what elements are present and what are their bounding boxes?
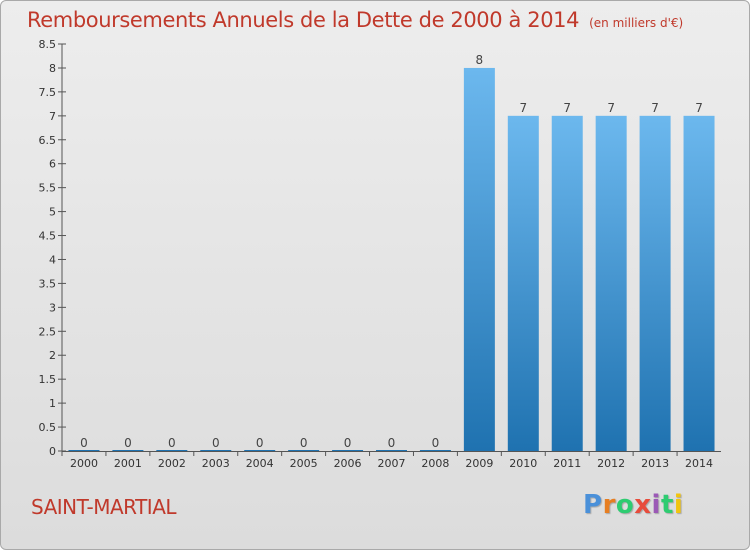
y-tick-label: 8 xyxy=(49,62,56,75)
data-label: 0 xyxy=(344,436,352,450)
x-tick-label: 2012 xyxy=(597,457,625,470)
bar xyxy=(639,115,671,451)
data-label: 7 xyxy=(695,101,703,115)
bar xyxy=(463,67,495,452)
y-tick-label: 4 xyxy=(49,253,56,266)
logo-letter: i xyxy=(651,490,661,520)
chart-title: Remboursements Annuels de la Dette de 20… xyxy=(27,8,683,32)
y-tick-label: 5.5 xyxy=(39,182,57,195)
x-tick-label: 2004 xyxy=(246,457,274,470)
y-tick-label: 0 xyxy=(49,445,56,458)
data-label: 7 xyxy=(519,101,527,115)
y-tick-label: 2 xyxy=(49,349,56,362)
x-tick-label: 2014 xyxy=(685,457,713,470)
bar xyxy=(507,115,539,451)
y-tick-label: 6.5 xyxy=(39,134,57,147)
y-tick-label: 1.5 xyxy=(39,373,57,386)
data-label: 7 xyxy=(607,101,615,115)
logo-letter: t xyxy=(660,490,674,520)
data-label: 8 xyxy=(476,53,484,67)
data-label: 0 xyxy=(80,436,88,450)
x-tick-label: 2013 xyxy=(641,457,669,470)
y-tick-label: 7 xyxy=(49,110,56,123)
x-tick-label: 2005 xyxy=(290,457,318,470)
y-tick-label: 4.5 xyxy=(39,230,57,243)
x-tick-label: 2011 xyxy=(553,457,581,470)
y-tick-label: 8.5 xyxy=(39,38,57,51)
x-tick-label: 2008 xyxy=(421,457,449,470)
data-label: 0 xyxy=(256,436,264,450)
x-tick-label: 2003 xyxy=(202,457,230,470)
x-tick-label: 2002 xyxy=(158,457,186,470)
x-tick-label: 2009 xyxy=(465,457,493,470)
logo-letter: P xyxy=(583,490,603,520)
x-tick-label: 2007 xyxy=(378,457,406,470)
x-tick-label: 2006 xyxy=(334,457,362,470)
x-tick-label: 2001 xyxy=(114,457,142,470)
data-label: 0 xyxy=(432,436,440,450)
logo-letter: i xyxy=(673,490,684,520)
y-tick-label: 2.5 xyxy=(39,325,57,338)
data-label: 0 xyxy=(300,436,308,450)
data-label: 7 xyxy=(563,101,571,115)
data-label: 0 xyxy=(388,436,396,450)
y-tick-label: 7.5 xyxy=(39,86,57,99)
y-tick-label: 0.5 xyxy=(39,421,57,434)
data-label: 0 xyxy=(124,436,132,450)
bar xyxy=(595,115,627,451)
logo-letter: o xyxy=(615,490,635,520)
data-label: 0 xyxy=(212,436,220,450)
proxiti-logo[interactable]: Proxiti xyxy=(583,490,683,520)
data-label: 7 xyxy=(651,101,659,115)
logo-letter: r xyxy=(602,490,616,520)
y-tick-label: 1 xyxy=(49,397,56,410)
logo-letter: x xyxy=(634,490,652,520)
chart-title-unit: (en milliers d'€) xyxy=(589,16,684,30)
x-tick-label: 2010 xyxy=(509,457,537,470)
bar xyxy=(551,115,583,451)
y-tick-label: 6 xyxy=(49,158,56,171)
x-tick-label: 2000 xyxy=(70,457,98,470)
y-tick-label: 5 xyxy=(49,206,56,219)
y-tick-label: 3.5 xyxy=(39,277,57,290)
place-name: SAINT-MARTIAL xyxy=(31,495,177,519)
chart-title-text: Remboursements Annuels de la Dette de 20… xyxy=(27,8,580,32)
y-tick-label: 3 xyxy=(49,301,56,314)
bar xyxy=(683,115,715,451)
data-label: 0 xyxy=(168,436,176,450)
